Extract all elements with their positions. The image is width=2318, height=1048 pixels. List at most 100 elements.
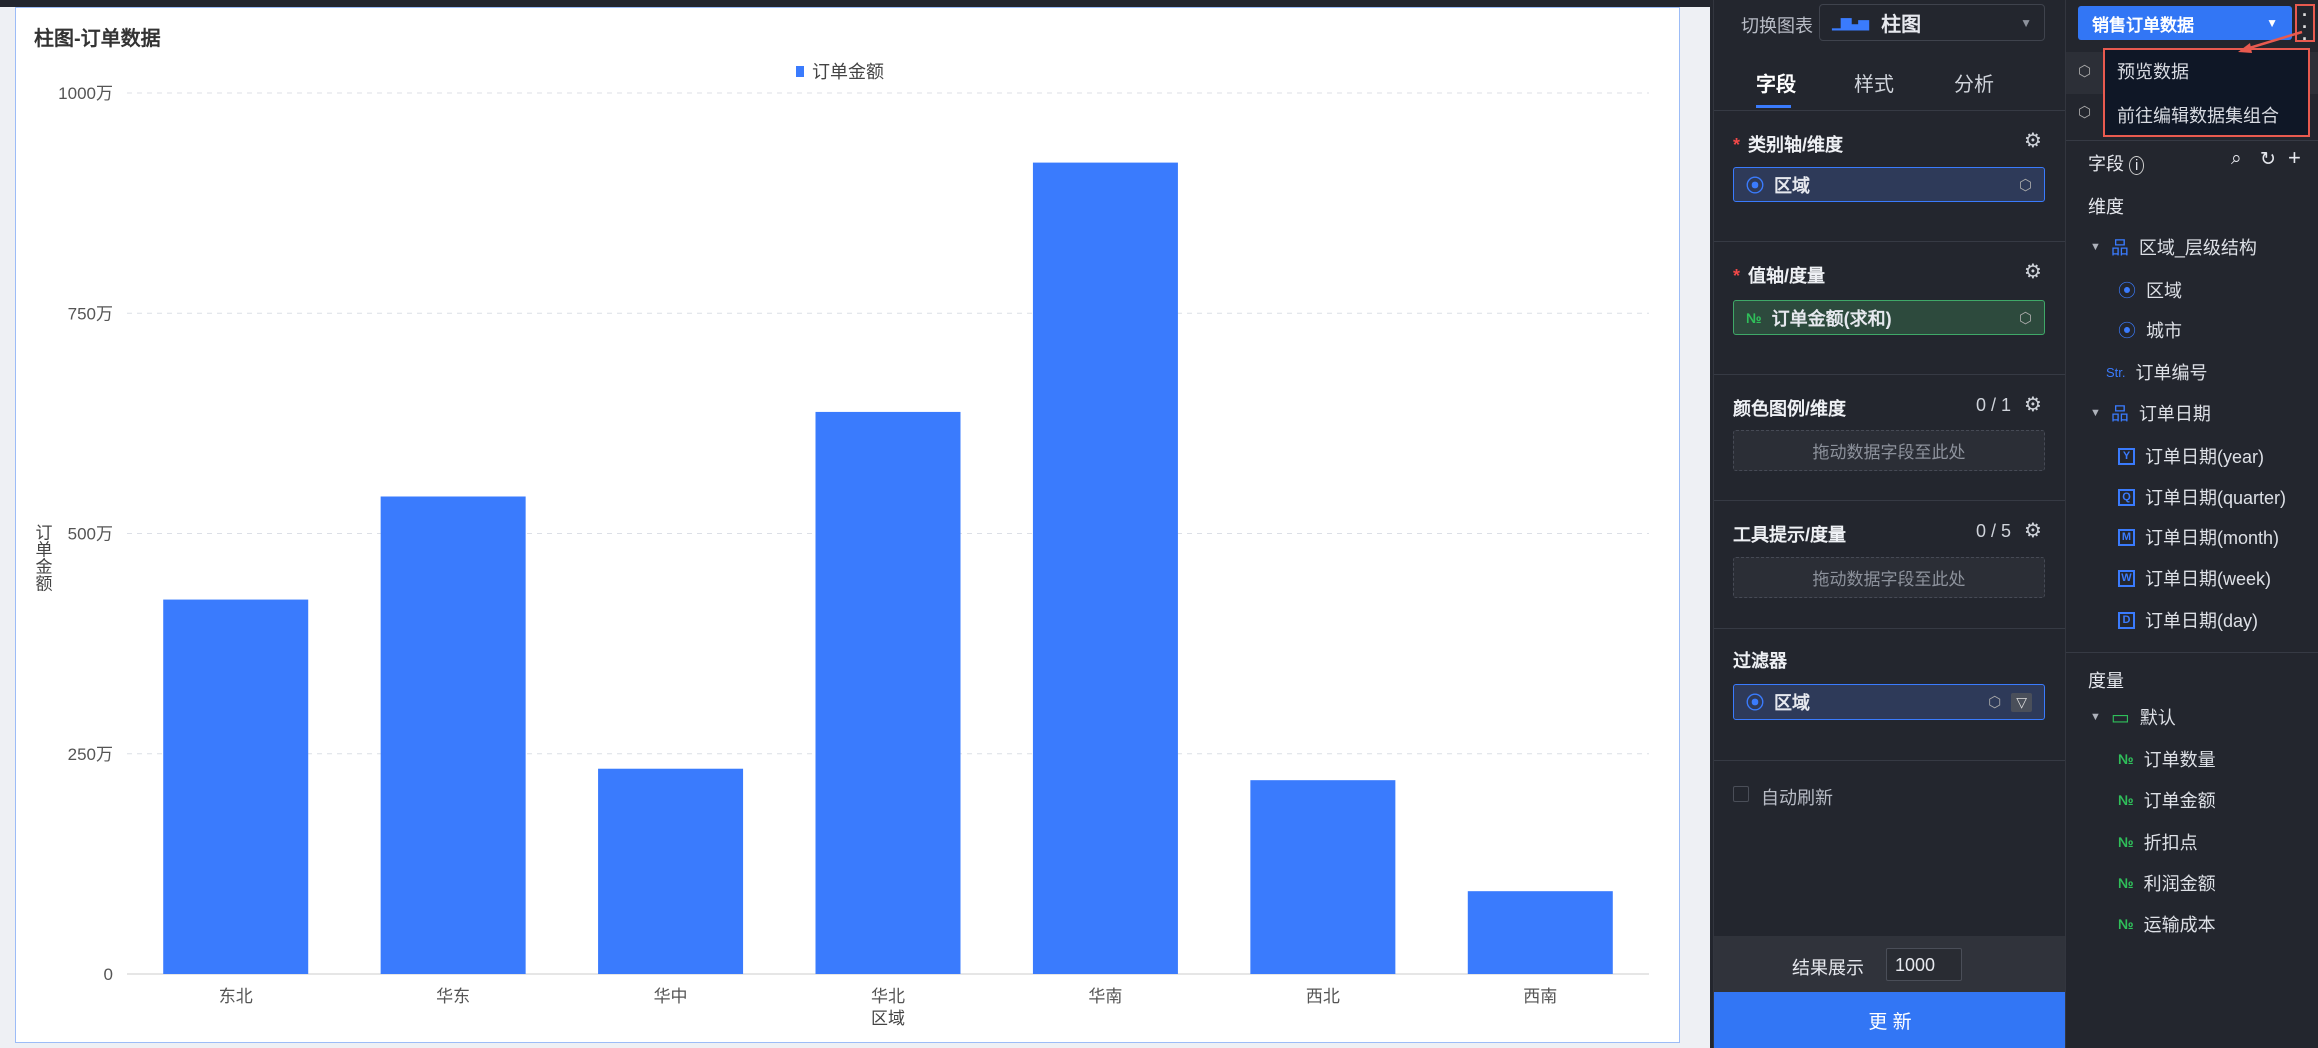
filter-field[interactable]: ⦿ 区域 ⬡ ▽ bbox=[1733, 684, 2045, 720]
chart-config-panel: 切换图表 ▁▆▃▅ 柱图 ▼ 字段 样式 分析 * 类别轴/维度 ⚙ ⦿ 区域 ⬡ *… bbox=[1713, 0, 2066, 1048]
more-options-menu: 预览数据 前往编辑数据集组合 bbox=[2103, 48, 2310, 137]
fields-header: 字段 i bbox=[2088, 150, 2145, 176]
number-icon: № bbox=[2118, 751, 2134, 767]
filter-icon[interactable]: ▽ bbox=[2011, 692, 2032, 712]
number-icon: № bbox=[2118, 916, 2134, 932]
color-legend-count: 0 / 1 bbox=[1976, 395, 2012, 415]
tab-style[interactable]: 样式 bbox=[1854, 74, 1894, 96]
date-M-icon: M bbox=[2118, 528, 2135, 546]
dimension-label: 订单编号 bbox=[2135, 363, 2208, 383]
tab-fields[interactable]: 字段 bbox=[1756, 74, 1796, 96]
auto-refresh-checkbox[interactable] bbox=[1733, 786, 1749, 802]
add-icon[interactable]: + bbox=[2288, 145, 2301, 170]
tooltip-count: 0 / 5 bbox=[1976, 521, 2012, 541]
value-axis-field[interactable]: № 订单金额(求和) ⬡ bbox=[1733, 300, 2045, 335]
dimension-item[interactable]: D 订单日期(day) bbox=[2118, 607, 2258, 633]
x-tick-label: 华南 bbox=[1088, 987, 1122, 1006]
more-options-kebab-icon[interactable]: · · · bbox=[2295, 4, 2315, 48]
hierarchy-icon: 品 bbox=[2110, 238, 2129, 258]
result-label: 结果展示 bbox=[1792, 958, 1864, 978]
dimension-item[interactable]: W 订单日期(week) bbox=[2118, 565, 2271, 591]
date-Y-icon: Y bbox=[2118, 447, 2135, 465]
y-tick-label: 500万 bbox=[68, 525, 113, 544]
dimension-item[interactable]: ⦿ 城市 bbox=[2118, 317, 2182, 343]
result-footer: 结果展示 1000 bbox=[1714, 936, 2066, 992]
number-icon: № bbox=[1746, 309, 1762, 326]
color-legend-label: 颜色图例/维度 bbox=[1733, 399, 1847, 419]
measure-folder[interactable]: ▼ ▭ 默认 bbox=[2090, 706, 2176, 729]
annotation-arrow bbox=[2238, 30, 2303, 53]
legend-item[interactable]: 订单金额 bbox=[796, 58, 884, 84]
dataset-name: 销售订单数据 bbox=[2092, 15, 2194, 35]
dimension-label: 订单日期(month) bbox=[2145, 528, 2280, 548]
chart-type-select[interactable]: ▁▆▃▅ 柱图 ▼ bbox=[1819, 4, 2045, 41]
cube-icon: ⬡ bbox=[2078, 104, 2092, 121]
x-tick-label: 西南 bbox=[1523, 987, 1557, 1006]
category-axis-field[interactable]: ⦿ 区域 ⬡ bbox=[1733, 167, 2045, 202]
divider bbox=[2066, 652, 2318, 653]
menu-item-edit-dataset-combo[interactable]: 前往编辑数据集组合 bbox=[2117, 106, 2279, 126]
bar-西北[interactable] bbox=[1250, 780, 1396, 974]
bar-华北[interactable] bbox=[815, 411, 961, 974]
search-icon[interactable]: ⌕ bbox=[2231, 148, 2242, 169]
dataset-select[interactable]: 销售订单数据 ▼ bbox=[2078, 6, 2292, 40]
dimension-item[interactable]: Str. 订单编号 bbox=[2106, 359, 2208, 385]
update-button[interactable]: 更 新 bbox=[1714, 992, 2066, 1048]
dimension-item[interactable]: ▼ 品区域_层级结构 bbox=[2090, 234, 2257, 260]
tooltip-dropzone[interactable]: 拖动数据字段至此处 bbox=[1733, 557, 2045, 598]
color-legend-dropzone[interactable]: 拖动数据字段至此处 bbox=[1733, 430, 2045, 471]
measure-item[interactable]: № 运输成本 bbox=[2118, 911, 2216, 937]
dimension-item[interactable]: ▼ 品订单日期 bbox=[2090, 400, 2211, 426]
divider bbox=[1714, 760, 2066, 761]
auto-refresh-label: 自动刷新 bbox=[1761, 788, 1833, 808]
refresh-icon[interactable]: ↻ bbox=[2260, 149, 2276, 170]
dimension-item[interactable]: Q 订单日期(quarter) bbox=[2118, 484, 2286, 510]
value-axis-label: * 值轴/度量 bbox=[1733, 266, 1826, 286]
measure-item[interactable]: № 折扣点 bbox=[2118, 829, 2198, 855]
x-tick-label: 华中 bbox=[654, 987, 688, 1006]
chevron-down-icon: ▼ bbox=[2020, 15, 2032, 30]
active-tab-indicator bbox=[1756, 105, 1791, 108]
number-icon: № bbox=[2118, 875, 2134, 891]
y-tick-label: 1000万 bbox=[58, 84, 113, 103]
bar-东北[interactable] bbox=[163, 599, 309, 974]
dimension-label: 订单日期 bbox=[2138, 404, 2211, 424]
chart-card[interactable]: 柱图-订单数据 订单金额 0 250万 500万 750万 1000万 东北 华东 华中 华北 华… bbox=[15, 7, 1680, 1043]
divider bbox=[2066, 140, 2318, 141]
measure-label: 折扣点 bbox=[2143, 833, 2198, 853]
bar-西南[interactable] bbox=[1467, 891, 1613, 974]
dimension-item[interactable]: M 订单日期(month) bbox=[2118, 524, 2279, 550]
dimension-label: 订单日期(week) bbox=[2145, 569, 2272, 589]
measure-item[interactable]: № 订单数量 bbox=[2118, 746, 2216, 772]
hierarchy-icon: 品 bbox=[2110, 404, 2129, 424]
gear-icon[interactable]: ⚙ bbox=[2024, 520, 2042, 542]
field-label: 区域 bbox=[1774, 175, 1810, 196]
gear-icon[interactable]: ⚙ bbox=[2024, 394, 2042, 416]
dimension-item[interactable]: Y 订单日期(year) bbox=[2118, 443, 2264, 469]
filter-label: 过滤器 bbox=[1733, 651, 1787, 671]
gear-icon[interactable]: ⚙ bbox=[2024, 130, 2042, 152]
gear-icon[interactable]: ⚙ bbox=[2024, 261, 2042, 283]
x-tick-label: 华北 bbox=[871, 987, 905, 1006]
top-bar bbox=[0, 0, 2318, 7]
measure-item[interactable]: № 订单金额 bbox=[2118, 787, 2216, 813]
field-label: 区域 bbox=[1774, 693, 1810, 713]
y-tick-label: 250万 bbox=[68, 745, 113, 764]
dimension-item[interactable]: ⦿ 区域 bbox=[2118, 277, 2182, 303]
x-tick-label: 东北 bbox=[219, 987, 253, 1006]
bar-华南[interactable] bbox=[1032, 162, 1178, 974]
location-icon: ⦿ bbox=[1746, 175, 1764, 196]
bar-华中[interactable] bbox=[598, 768, 744, 974]
result-count-input[interactable]: 1000 bbox=[1886, 948, 1962, 981]
measure-item[interactable]: № 利润金额 bbox=[2118, 870, 2216, 896]
legend-swatch bbox=[796, 65, 804, 77]
tooltip-label: 工具提示/度量 bbox=[1733, 525, 1847, 545]
measure-header: 度量 bbox=[2088, 671, 2124, 691]
menu-item-preview-data[interactable]: 预览数据 bbox=[2117, 62, 2189, 82]
measure-label: 订单数量 bbox=[2143, 750, 2216, 770]
bar-华东[interactable] bbox=[380, 496, 526, 974]
y-tick-label: 750万 bbox=[68, 304, 113, 323]
caret-down-icon: ▼ bbox=[2090, 241, 2101, 253]
tab-analysis[interactable]: 分析 bbox=[1954, 74, 1994, 96]
